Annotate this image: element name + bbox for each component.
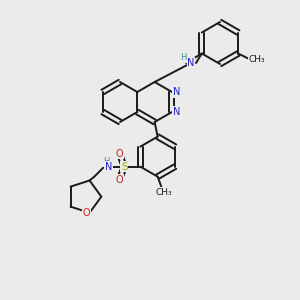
Text: H: H [180,53,186,62]
Text: O: O [83,208,90,218]
Text: N: N [173,107,181,117]
Text: N: N [105,162,112,172]
Text: O: O [116,175,123,184]
Text: N: N [173,87,181,97]
Text: H: H [103,157,110,166]
Text: N: N [187,58,195,68]
Text: CH₃: CH₃ [249,55,266,64]
Text: S: S [121,162,128,172]
Text: CH₃: CH₃ [155,188,172,197]
Text: O: O [116,148,123,159]
